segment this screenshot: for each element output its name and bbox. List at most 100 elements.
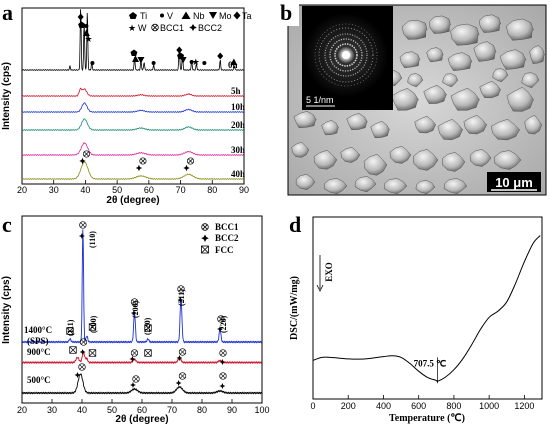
bcc1-marker bbox=[217, 315, 225, 323]
sem-particle bbox=[346, 113, 368, 131]
x-tick-label: 600 bbox=[411, 401, 426, 411]
xrd-series-line bbox=[22, 118, 244, 131]
xrd-series-line bbox=[21, 161, 244, 180]
four-point-star-icon bbox=[189, 24, 197, 31]
panel-c: c 20 30 40 50 60 70 80 90 100 Intensity (cps) 2θ… bbox=[0, 210, 275, 428]
sem-particle bbox=[363, 153, 388, 176]
bcc2-marker bbox=[219, 359, 226, 365]
ti-marker bbox=[130, 49, 138, 56]
panel-d-label: d bbox=[289, 212, 301, 237]
panel-d-xticks: 0 200 400 600 800 1000 1200 bbox=[310, 395, 534, 411]
fcc-marker bbox=[88, 323, 97, 331]
x-tick-label: 60 bbox=[144, 185, 154, 195]
sem-particle bbox=[340, 146, 361, 163]
triangle-up-icon bbox=[181, 11, 191, 19]
pentagon-icon bbox=[129, 12, 137, 19]
panel-a-ylabel: Intensity (cps) bbox=[1, 62, 12, 130]
sem-particle bbox=[414, 115, 437, 134]
bcc1-marker bbox=[79, 338, 88, 346]
x-tick-label: 30 bbox=[47, 405, 57, 415]
legend-ti: Ti bbox=[140, 11, 147, 21]
bcc1-marker bbox=[82, 150, 91, 158]
v-marker bbox=[202, 61, 207, 65]
sem-particle bbox=[450, 87, 481, 111]
bcc2-marker bbox=[219, 383, 226, 389]
sem-particle bbox=[442, 73, 459, 88]
panel-b: 5 1/nm 10 μm b bbox=[275, 0, 550, 210]
bcc2-marker bbox=[78, 233, 85, 239]
sem-particle bbox=[313, 149, 338, 170]
x-tick-label: 60 bbox=[137, 405, 147, 415]
bcc1-marker bbox=[178, 348, 187, 356]
sem-particle bbox=[413, 149, 439, 171]
sem-particle bbox=[389, 145, 412, 164]
inset-scale-label: 5 1/nm bbox=[306, 95, 334, 105]
panel-d-svg: d 0 200 400 600 800 1000 1200 707.5 ℃ EXO DSC/… bbox=[289, 212, 543, 424]
sem-particle bbox=[469, 149, 492, 167]
panel-c-markers bbox=[66, 221, 227, 389]
x-tick-label: 50 bbox=[112, 185, 122, 195]
nb-marker bbox=[230, 58, 238, 65]
bcc1-marker bbox=[186, 157, 195, 165]
peak-label-110: (110) bbox=[88, 231, 97, 248]
x-tick-label: 30 bbox=[49, 185, 59, 195]
sem-particle bbox=[473, 41, 497, 62]
sem-particle bbox=[415, 180, 436, 195]
bcc2-marker bbox=[129, 356, 136, 362]
x-tick-label: 90 bbox=[227, 405, 237, 415]
v-marker bbox=[90, 61, 95, 65]
series-label: 40h bbox=[231, 169, 245, 179]
panel-a-xticks: 20 30 40 50 60 70 80 90 bbox=[17, 180, 249, 195]
x-tick-label: 800 bbox=[446, 401, 461, 411]
sem-particle bbox=[506, 18, 534, 41]
ta-marker bbox=[217, 52, 224, 60]
legend-bcc1: BCC1 bbox=[215, 222, 239, 232]
sem-particle bbox=[295, 174, 316, 190]
panel-c-label: c bbox=[2, 212, 12, 237]
fcc-marker bbox=[69, 346, 77, 354]
sem-particle bbox=[463, 114, 488, 135]
x-tick-label: 200 bbox=[341, 401, 356, 411]
v-marker bbox=[151, 61, 156, 65]
legend-bcc1: BCC1 bbox=[160, 23, 184, 33]
legend-fcc: FCC bbox=[215, 245, 234, 255]
fcc-marker bbox=[66, 327, 74, 335]
bcc1-marker bbox=[130, 298, 139, 306]
bcc2-marker bbox=[176, 355, 183, 361]
x-tick-label: 0 bbox=[310, 401, 315, 411]
four-point-star-icon bbox=[201, 234, 209, 242]
sem-particle bbox=[399, 51, 421, 69]
legend-bcc2: BCC2 bbox=[215, 233, 239, 243]
panel-d-xlabel: Temperature (℃) bbox=[389, 413, 465, 424]
fcc-marker bbox=[88, 349, 97, 357]
sem-particle bbox=[441, 152, 466, 172]
star-icon: ★ bbox=[128, 23, 136, 33]
exo-label: EXO bbox=[324, 262, 334, 282]
sem-particle bbox=[521, 72, 540, 89]
bcc1-marker bbox=[177, 285, 185, 293]
x-tick-label: 1000 bbox=[479, 401, 499, 411]
peak-label-200: (200) bbox=[131, 300, 140, 318]
sem-particle bbox=[383, 178, 408, 195]
series-label-500: 500°C bbox=[27, 375, 51, 385]
dot-icon bbox=[160, 13, 164, 18]
legend-bcc2: BCC2 bbox=[198, 23, 222, 33]
sem-particle bbox=[293, 111, 317, 129]
sem-particle bbox=[529, 45, 545, 64]
triangle-down-icon bbox=[209, 12, 217, 19]
bcc2-marker bbox=[74, 372, 81, 378]
sem-particles bbox=[291, 14, 545, 195]
bcc1-marker bbox=[78, 363, 86, 371]
peak-label-211: (211) bbox=[177, 289, 186, 306]
x-tick-label: 50 bbox=[107, 405, 117, 415]
x-tick-label: 20 bbox=[17, 405, 27, 415]
sem-particle bbox=[506, 86, 535, 112]
x-tick-label: 70 bbox=[176, 185, 186, 195]
panel-a-markers: ★★ bbox=[77, 13, 238, 172]
scale-bar-box bbox=[487, 172, 541, 192]
sem-particle bbox=[499, 49, 527, 70]
legend-w: W bbox=[138, 23, 147, 33]
sem-particle bbox=[450, 23, 480, 46]
xrd-series-line bbox=[21, 87, 244, 97]
